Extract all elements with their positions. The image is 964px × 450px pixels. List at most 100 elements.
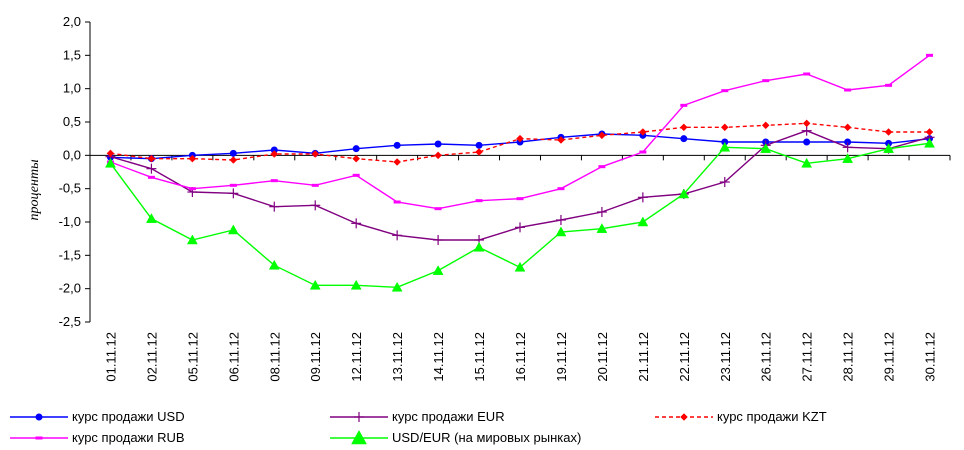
data-point <box>680 135 688 143</box>
legend-swatch-marker <box>35 413 43 421</box>
data-point <box>352 154 361 163</box>
data-point <box>801 157 813 168</box>
legend-label: USD/EUR (на мировых рынках) <box>392 430 581 445</box>
data-point <box>719 141 731 152</box>
data-point <box>842 153 854 163</box>
series-1 <box>105 125 935 245</box>
y-tick-label: 1,5 <box>63 47 81 62</box>
data-point <box>309 279 321 290</box>
data-point <box>186 234 198 245</box>
data-point <box>268 259 280 270</box>
data-point <box>762 79 770 83</box>
data-point <box>393 141 401 149</box>
data-point <box>147 175 155 179</box>
data-point <box>146 213 157 223</box>
data-point <box>228 188 239 199</box>
y-tick-label: -2,0 <box>59 281 81 296</box>
y-axis: 2,0 1,5 1,0 0,5 0,0 -0,5 -1,0 -1,5 -2,0 -2,5 <box>59 14 91 329</box>
x-tick-label: 29.11.12 <box>882 332 897 382</box>
x-tick-label: 27.11.12 <box>800 332 815 382</box>
x-tick-label: 30.11.12 <box>923 332 938 382</box>
legend-item: курс продажи USD <box>10 409 185 424</box>
data-point <box>801 125 812 136</box>
data-point <box>434 151 442 160</box>
data-point <box>105 157 116 168</box>
data-point <box>598 131 606 140</box>
data-point <box>760 143 772 153</box>
data-point <box>393 200 401 204</box>
data-point <box>475 141 483 149</box>
data-point <box>598 165 606 169</box>
data-point <box>434 207 442 211</box>
data-point <box>720 123 729 132</box>
data-point <box>433 235 444 245</box>
x-tick-label: 06.11.12 <box>226 332 241 382</box>
data-point <box>229 183 237 187</box>
legend-item: курс продажи RUB <box>10 430 185 445</box>
data-point <box>270 150 279 158</box>
legend-swatch-marker <box>35 436 43 440</box>
legend-swatch-marker <box>351 429 367 445</box>
legend-label: курс продажи KZT <box>717 409 827 424</box>
legend-label: курс продажи USD <box>72 409 185 424</box>
series-4 <box>105 137 935 292</box>
series-2 <box>106 119 934 166</box>
data-point <box>188 187 196 191</box>
data-point <box>188 154 197 163</box>
data-point <box>351 218 362 229</box>
data-point <box>679 123 688 132</box>
data-point <box>721 89 729 93</box>
data-point <box>269 201 280 212</box>
data-point <box>596 223 608 233</box>
y-tick-label: -2,5 <box>59 314 81 329</box>
data-point <box>639 150 647 154</box>
data-point <box>884 128 893 136</box>
x-tick-label: 19.11.12 <box>554 332 569 382</box>
data-point <box>924 137 935 148</box>
x-tick-label: 12.11.12 <box>349 332 364 382</box>
y-tick-label: 2,0 <box>63 14 81 29</box>
data-point <box>678 188 690 199</box>
data-point <box>227 224 239 235</box>
data-point <box>514 261 526 272</box>
legend-item: курс продажи EUR <box>330 409 505 424</box>
data-point <box>473 241 485 252</box>
x-tick-label: 02.11.12 <box>144 332 159 382</box>
data-point <box>475 199 483 203</box>
x-tick-label: 16.11.12 <box>513 332 528 382</box>
data-point <box>803 72 811 76</box>
data-point <box>803 138 811 146</box>
data-point <box>270 179 278 183</box>
data-point <box>680 103 688 107</box>
legend-item: USD/EUR (на мировых рынках) <box>330 429 581 445</box>
data-point <box>352 145 360 153</box>
y-axis-label: проценты <box>27 159 42 220</box>
data-point <box>761 121 770 130</box>
y-tick-label: -0,5 <box>59 181 81 196</box>
data-point <box>637 216 649 227</box>
x-tick-label: 23.11.12 <box>718 332 733 382</box>
data-point <box>432 265 444 275</box>
x-tick-label: 01.11.12 <box>103 332 118 382</box>
data-point <box>311 150 320 158</box>
data-point <box>639 128 647 136</box>
x-tick-label: 26.11.12 <box>759 332 774 382</box>
data-point <box>310 200 321 211</box>
legend: курс продажи USD курс продажи EUR курс про… <box>10 409 827 445</box>
y-tick-label: 1,0 <box>63 81 81 96</box>
data-point <box>434 140 442 148</box>
legend-label: курс продажи EUR <box>392 409 505 424</box>
data-point <box>352 173 360 177</box>
x-tick-label: 14.11.12 <box>431 332 446 382</box>
x-tick-label: 05.11.12 <box>185 332 200 382</box>
x-tick-label: 13.11.12 <box>390 332 405 382</box>
x-tick-label: 21.11.12 <box>636 332 651 382</box>
data-point <box>229 149 237 157</box>
data-point <box>596 207 607 217</box>
x-tick-label: 20.11.12 <box>595 332 610 382</box>
data-point <box>926 53 934 57</box>
series-area <box>105 53 935 292</box>
data-point <box>516 197 524 201</box>
data-point <box>557 136 565 144</box>
data-point <box>393 158 401 166</box>
